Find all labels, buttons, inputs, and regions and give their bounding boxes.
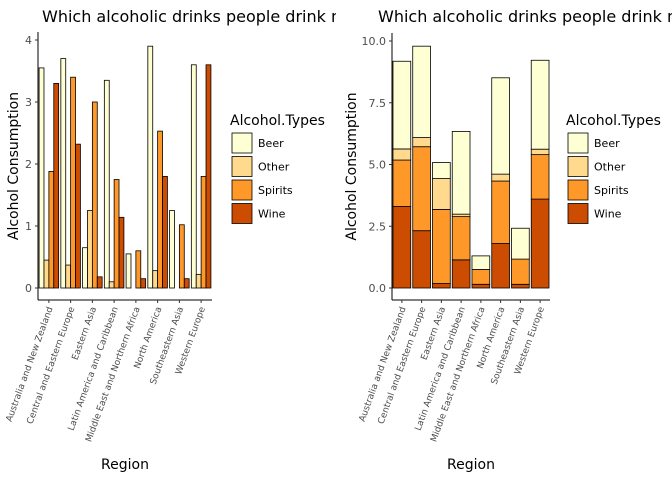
bar-wine xyxy=(118,216,125,289)
legend-key-spirits xyxy=(567,179,589,201)
bar-wine xyxy=(53,83,60,289)
y-tick-label: 4 xyxy=(25,34,32,47)
bar-other xyxy=(87,210,93,289)
bar-spirits xyxy=(178,224,185,289)
y-tick-label: 5.0 xyxy=(369,159,387,172)
bar-wine xyxy=(471,283,491,289)
bar-wine xyxy=(412,230,431,289)
bar-wine xyxy=(140,278,147,289)
y-tick-label: 10.0 xyxy=(362,35,387,48)
y-tick-label: 1 xyxy=(25,220,32,233)
x-axis-label: Region xyxy=(447,457,495,473)
bar-other xyxy=(195,273,202,289)
bar-spirits xyxy=(135,250,142,289)
y-tick-label: 0.0 xyxy=(369,282,387,295)
bar-spirits xyxy=(200,175,207,289)
bar-other xyxy=(152,270,159,289)
y-tick-label: 3 xyxy=(25,96,32,109)
legend-key-beer xyxy=(231,132,253,154)
bar-spirits xyxy=(471,269,491,285)
bar-wine xyxy=(392,206,412,289)
legend-key-wine xyxy=(231,203,253,224)
bar-spirits xyxy=(392,159,412,207)
bar-beer xyxy=(530,59,550,150)
chart-title: Which alcoholic drinks people drink most xyxy=(42,7,371,26)
bar-beer xyxy=(125,253,132,289)
y-axis-label: Alcohol Consumption xyxy=(344,92,360,240)
y-tick-label: 2 xyxy=(25,158,32,171)
bar-wine xyxy=(491,243,510,289)
bar-wine xyxy=(432,283,451,289)
legend-label-spirits: Spirits xyxy=(594,184,629,197)
bar-wine xyxy=(96,276,103,289)
bar-spirits xyxy=(432,209,451,284)
bar-beer xyxy=(147,45,154,289)
chart-title: Which alcoholic drinks people drink most xyxy=(378,7,672,26)
bar-wine xyxy=(530,198,550,289)
bar-beer xyxy=(38,67,45,289)
bar-other xyxy=(491,173,510,182)
bar-other xyxy=(392,148,412,161)
bar-other xyxy=(108,281,115,289)
bar-spirits xyxy=(451,216,471,261)
bar-beer xyxy=(392,60,412,150)
bar-beer xyxy=(471,255,491,270)
legend-title: Alcohol.Types xyxy=(566,113,661,129)
bar-beer xyxy=(60,58,67,289)
legend-label-other: Other xyxy=(594,161,626,174)
bar-spirits xyxy=(491,180,510,244)
legend-title: Alcohol.Types xyxy=(230,113,325,129)
bar-spirits xyxy=(113,179,120,289)
y-tick-label: 0 xyxy=(25,282,32,295)
legend-label-wine: Wine xyxy=(258,208,286,221)
bar-beer xyxy=(82,247,88,289)
chart-panel-1: Which alcoholic drinks people drink most… xyxy=(5,7,371,473)
bar-spirits xyxy=(48,171,55,289)
bar-other xyxy=(530,148,550,156)
bar-beer xyxy=(451,131,471,215)
bar-wine xyxy=(511,283,530,289)
y-tick-label: 2.5 xyxy=(369,220,387,233)
bar-other xyxy=(65,264,72,289)
bar-beer xyxy=(103,79,110,289)
bar-other xyxy=(43,259,50,289)
bar-spirits xyxy=(511,258,530,285)
y-axis-label: Alcohol Consumption xyxy=(6,92,22,240)
legend-key-other xyxy=(231,156,253,177)
legend-key-other xyxy=(567,156,589,177)
bar-beer xyxy=(190,64,197,289)
bar-other xyxy=(412,137,431,148)
y-tick-label: 7.5 xyxy=(369,97,387,110)
bar-spirits xyxy=(91,101,98,289)
bar-spirits xyxy=(70,76,76,289)
legend-label-beer: Beer xyxy=(594,137,620,150)
legend-key-wine xyxy=(567,203,589,224)
bar-beer xyxy=(511,227,530,260)
bar-beer xyxy=(491,77,510,175)
legend-label-other: Other xyxy=(258,161,290,174)
bar-beer xyxy=(412,45,431,138)
legend-key-spirits xyxy=(231,179,253,201)
bar-wine xyxy=(205,64,212,289)
x-axis-label: Region xyxy=(101,457,149,473)
bar-wine xyxy=(183,278,190,289)
bar-beer xyxy=(169,210,175,289)
bar-wine xyxy=(451,259,471,289)
legend-label-spirits: Spirits xyxy=(258,184,293,197)
bar-wine xyxy=(75,143,81,289)
bar-other xyxy=(432,178,451,210)
bar-beer xyxy=(432,162,451,179)
bar-wine xyxy=(162,175,168,289)
chart-panel-2: Which alcoholic drinks people drink most… xyxy=(344,7,672,473)
bar-spirits xyxy=(157,130,163,289)
bar-spirits xyxy=(530,154,550,200)
legend-label-wine: Wine xyxy=(594,208,622,221)
legend-key-beer xyxy=(567,132,589,154)
bar-spirits xyxy=(412,146,431,232)
legend-label-beer: Beer xyxy=(258,137,284,150)
